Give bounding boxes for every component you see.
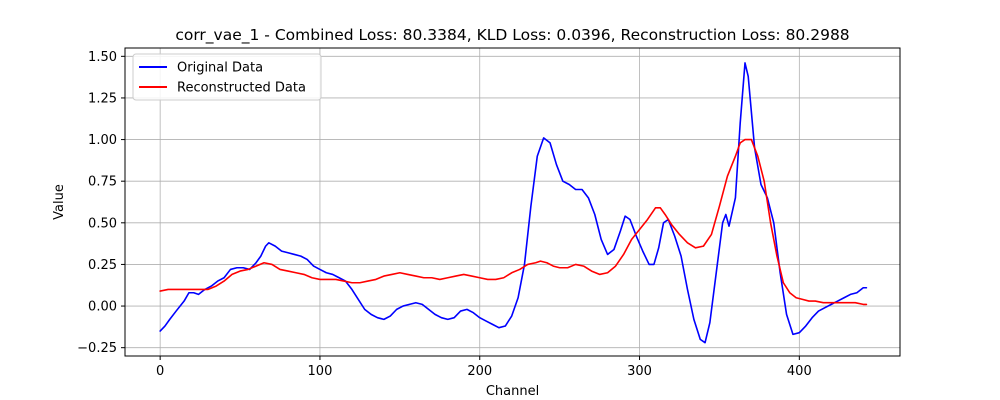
y-tick-label: 0.25 bbox=[88, 258, 117, 273]
x-tick-label: 100 bbox=[308, 364, 333, 379]
y-tick-label: 0.75 bbox=[88, 175, 117, 190]
plot-frame bbox=[124, 47, 901, 357]
original-data-line bbox=[159, 62, 868, 344]
reconstructed-data-line bbox=[159, 138, 868, 306]
y-tick-label: 1.00 bbox=[88, 133, 117, 148]
legend-label-original: Original Data bbox=[177, 61, 263, 76]
x-axis-label: Channel bbox=[486, 384, 539, 399]
chart-title: corr_vae_1 - Combined Loss: 80.3384, KLD… bbox=[175, 26, 849, 45]
x-tick-label: 200 bbox=[467, 364, 492, 379]
y-axis-label: Value bbox=[52, 184, 67, 220]
y-tick-label: 0.00 bbox=[88, 300, 117, 315]
legend-label-reconstructed: Reconstructed Data bbox=[177, 81, 306, 96]
legend: Original Data Reconstructed Data bbox=[132, 53, 322, 101]
y-tick-label: −0.25 bbox=[77, 341, 117, 356]
series-layer bbox=[159, 62, 868, 344]
x-tick-label: 400 bbox=[787, 364, 812, 379]
x-tick-label: 300 bbox=[627, 364, 652, 379]
y-tick-label: 1.25 bbox=[88, 91, 117, 106]
x-tick-label: 0 bbox=[156, 364, 164, 379]
y-tick-label: 1.50 bbox=[88, 50, 117, 65]
tick-layer: 0 100 200 300 400 −0.25 0.00 0.25 0.50 0.75 1.00 1.… bbox=[77, 50, 812, 379]
legend-box bbox=[132, 53, 322, 101]
y-tick-label: 0.50 bbox=[88, 216, 117, 231]
